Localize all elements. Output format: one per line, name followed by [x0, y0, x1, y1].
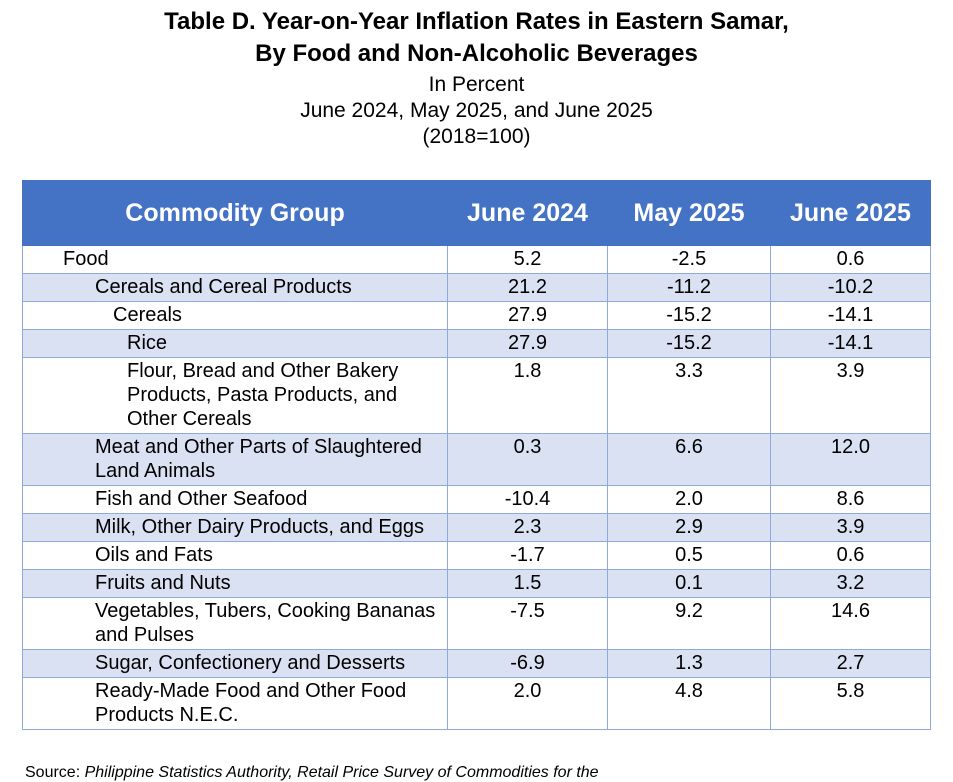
june-2025-cell: -14.1	[770, 329, 931, 358]
may-2025-cell: 2.0	[607, 485, 771, 514]
june-2024-cell: 0.3	[447, 433, 608, 486]
commodity-cell: Rice	[22, 329, 448, 358]
commodity-cell: Flour, Bread and Other Bakery Products, …	[22, 357, 448, 434]
column-header-june-2025: June 2025	[770, 180, 931, 246]
table-row: Ready-Made Food and Other Food Products …	[22, 677, 931, 730]
table-row: Meat and Other Parts of Slaughtered Land…	[22, 433, 931, 486]
june-2024-cell: -10.4	[447, 485, 608, 514]
column-header-june-2024: June 2024	[447, 180, 608, 246]
table-row: Oils and Fats -1.7 0.5 0.6	[22, 541, 931, 570]
june-2024-cell: 27.9	[447, 329, 608, 358]
june-2025-cell: 0.6	[770, 245, 931, 274]
june-2024-cell: -6.9	[447, 649, 608, 678]
may-2025-cell: 0.1	[607, 569, 771, 598]
inflation-table: Commodity Group June 2024 May 2025 June …	[22, 180, 931, 730]
june-2024-cell: 1.8	[447, 357, 608, 434]
table-row: Fish and Other Seafood -10.4 2.0 8.6	[22, 485, 931, 514]
table-subtitle: In Percent June 2024, May 2025, and June…	[0, 72, 953, 150]
june-2024-cell: 1.5	[447, 569, 608, 598]
commodity-cell: Cereals	[22, 301, 448, 330]
commodity-cell: Food	[22, 245, 448, 274]
table-row: Sugar, Confectionery and Desserts -6.9 1.3…	[22, 649, 931, 678]
commodity-cell: Fruits and Nuts	[22, 569, 448, 598]
table-row: Milk, Other Dairy Products, and Eggs 2.3 2…	[22, 513, 931, 542]
may-2025-cell: 9.2	[607, 597, 771, 650]
source-text: Philippine Statistics Authority, Retail …	[84, 764, 599, 781]
title-line-1: Table D. Year-on-Year Inflation Rates in…	[164, 8, 789, 35]
table-title: Table D. Year-on-Year Inflation Rates in…	[0, 6, 953, 70]
june-2024-cell: 2.0	[447, 677, 608, 730]
base-year-label: (2018=100)	[422, 125, 531, 148]
table-row: Fruits and Nuts 1.5 0.1 3.2	[22, 569, 931, 598]
title-line-2: By Food and Non-Alcoholic Beverages	[255, 40, 698, 67]
may-2025-cell: -2.5	[607, 245, 771, 274]
june-2024-cell: -7.5	[447, 597, 608, 650]
june-2024-cell: 21.2	[447, 273, 608, 302]
june-2025-cell: 0.6	[770, 541, 931, 570]
commodity-cell: Fish and Other Seafood	[22, 485, 448, 514]
may-2025-cell: -15.2	[607, 329, 771, 358]
table-row: Cereals and Cereal Products 21.2 -11.2 -10.…	[22, 273, 931, 302]
unit-label: In Percent	[428, 73, 525, 96]
may-2025-cell: 4.8	[607, 677, 771, 730]
commodity-cell: Milk, Other Dairy Products, and Eggs	[22, 513, 448, 542]
source-note: Source: Philippine Statistics Authority,…	[25, 763, 599, 782]
may-2025-cell: 0.5	[607, 541, 771, 570]
june-2025-cell: -10.2	[770, 273, 931, 302]
table-row: Rice 27.9 -15.2 -14.1	[22, 329, 931, 358]
june-2025-cell: 2.7	[770, 649, 931, 678]
table-row: Vegetables, Tubers, Cooking Bananas and …	[22, 597, 931, 650]
june-2024-cell: 2.3	[447, 513, 608, 542]
table-row: Cereals 27.9 -15.2 -14.1	[22, 301, 931, 330]
june-2025-cell: 14.6	[770, 597, 931, 650]
june-2025-cell: 8.6	[770, 485, 931, 514]
commodity-cell: Ready-Made Food and Other Food Products …	[22, 677, 448, 730]
table-row: Food 5.2 -2.5 0.6	[22, 245, 931, 274]
june-2025-cell: 3.2	[770, 569, 931, 598]
column-header-commodity: Commodity Group	[22, 180, 448, 246]
column-header-may-2025: May 2025	[607, 180, 771, 246]
may-2025-cell: 1.3	[607, 649, 771, 678]
june-2024-cell: 5.2	[447, 245, 608, 274]
may-2025-cell: 2.9	[607, 513, 771, 542]
june-2025-cell: 3.9	[770, 357, 931, 434]
commodity-cell: Vegetables, Tubers, Cooking Bananas and …	[22, 597, 448, 650]
june-2025-cell: 5.8	[770, 677, 931, 730]
commodity-cell: Sugar, Confectionery and Desserts	[22, 649, 448, 678]
june-2025-cell: 12.0	[770, 433, 931, 486]
june-2024-cell: 27.9	[447, 301, 608, 330]
commodity-cell: Oils and Fats	[22, 541, 448, 570]
june-2025-cell: -14.1	[770, 301, 931, 330]
periods-label: June 2024, May 2025, and June 2025	[300, 99, 653, 122]
commodity-cell: Cereals and Cereal Products	[22, 273, 448, 302]
june-2024-cell: -1.7	[447, 541, 608, 570]
may-2025-cell: 3.3	[607, 357, 771, 434]
may-2025-cell: 6.6	[607, 433, 771, 486]
table-body: Food 5.2 -2.5 0.6 Cereals and Cereal Product…	[22, 245, 931, 730]
table-header-row: Commodity Group June 2024 May 2025 June …	[22, 180, 931, 246]
may-2025-cell: -15.2	[607, 301, 771, 330]
source-label: Source:	[25, 764, 81, 781]
june-2025-cell: 3.9	[770, 513, 931, 542]
may-2025-cell: -11.2	[607, 273, 771, 302]
commodity-cell: Meat and Other Parts of Slaughtered Land…	[22, 433, 448, 486]
table-row: Flour, Bread and Other Bakery Products, …	[22, 357, 931, 434]
